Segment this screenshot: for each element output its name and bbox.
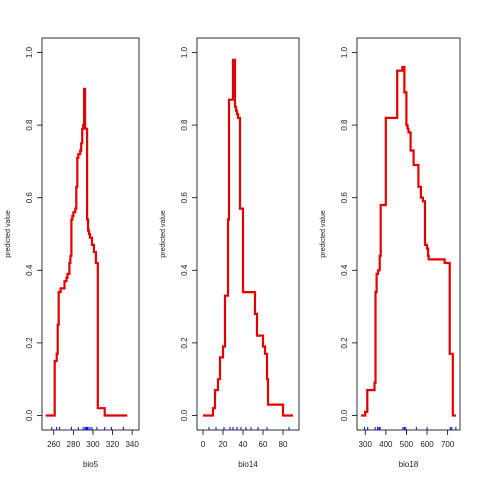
x-tick-label: 600: [420, 440, 434, 449]
x-tick-label: 20: [219, 440, 228, 449]
y-tick-label: 0.8: [340, 119, 349, 131]
y-tick-label: 0.2: [180, 337, 189, 349]
x-tick-label: 320: [106, 440, 120, 449]
x-tick-label: 40: [239, 440, 248, 449]
plot-frame: [196, 37, 300, 431]
y-tick-label: 0.8: [25, 119, 34, 131]
y-tick-label: 0.4: [340, 264, 349, 276]
y-axis-label: predicted value: [160, 210, 167, 258]
x-tick-label: 80: [279, 440, 288, 449]
x-tick-label: 280: [67, 440, 81, 449]
x-axis-label: bio18: [399, 460, 419, 469]
y-tick-label: 0.4: [180, 264, 189, 276]
x-axis-label: bio5: [83, 460, 99, 469]
y-tick-label: 0.8: [180, 119, 189, 131]
y-tick-label: 0.2: [340, 337, 349, 349]
response-curve: [361, 65, 456, 417]
y-tick-label: 1.0: [25, 46, 34, 58]
y-axis-label: predicted value: [5, 210, 12, 258]
x-tick-label: 700: [441, 440, 455, 449]
x-tick-label: 260: [47, 440, 61, 449]
y-tick-label: 0.6: [25, 192, 34, 204]
x-tick-label: 300: [359, 440, 373, 449]
response-curve: [203, 58, 293, 417]
y-tick-label: 1.0: [180, 46, 189, 58]
y-tick-label: 0.6: [180, 192, 189, 204]
x-tick-label: 300: [86, 440, 100, 449]
x-tick-label: 400: [379, 440, 393, 449]
y-tick-label: 0.0: [180, 409, 189, 421]
y-tick-label: 0.2: [25, 337, 34, 349]
x-axis-label: bio14: [238, 460, 258, 469]
x-tick-label: 340: [125, 440, 139, 449]
y-tick-label: 0.4: [25, 264, 34, 276]
x-tick-label: 500: [400, 440, 414, 449]
x-tick-label: 0: [201, 440, 206, 449]
panel-bio18: 0.0 0.2 0.4 0.6 0.8 1.0 300 400 500 600 700 bio18 pr…: [320, 37, 461, 469]
response-curve: [45, 87, 128, 417]
y-tick-label: 0.6: [340, 192, 349, 204]
x-tick-label: 60: [259, 440, 268, 449]
panel-bio14: 0.0 0.2 0.4 0.6 0.8 1.0 0 20 40 60 80 bio14 predicte…: [160, 37, 300, 469]
y-tick-label: 0.0: [25, 409, 34, 421]
plot-frame: [356, 37, 461, 431]
panel-bio5: 0.0 0.2 0.4 0.6 0.8 1.0 260 280 300 320 340 bio5 pre…: [5, 37, 140, 469]
y-tick-label: 0.0: [340, 409, 349, 421]
y-axis-label: predicted value: [320, 210, 327, 258]
y-tick-label: 1.0: [340, 46, 349, 58]
